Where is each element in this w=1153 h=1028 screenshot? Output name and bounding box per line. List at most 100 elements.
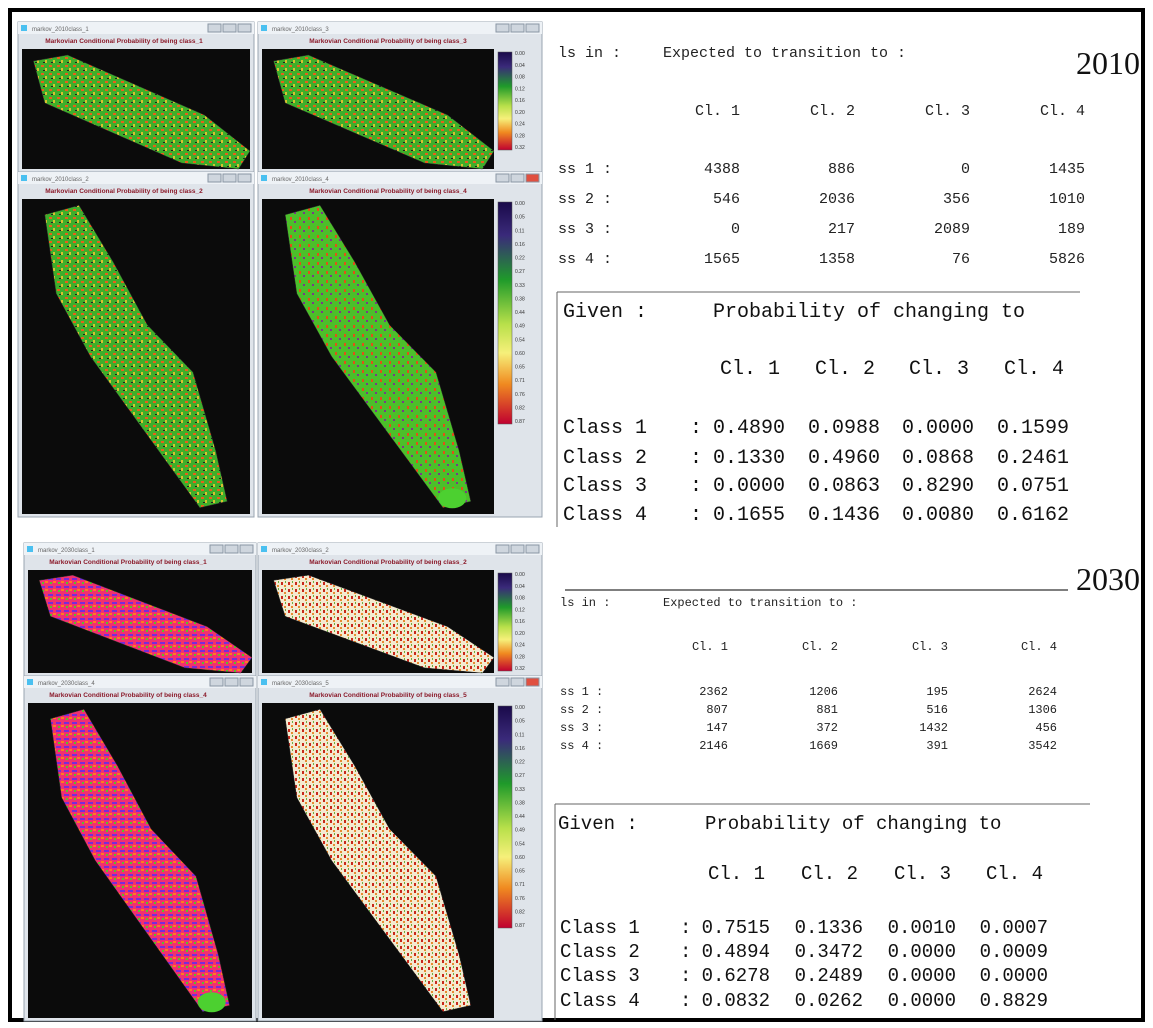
map-window: markov_2010class_3Markovian Conditional …	[258, 22, 542, 172]
cell: 0.0262	[795, 990, 863, 1012]
column-header: Cl. 3	[894, 863, 951, 885]
window-button[interactable]	[238, 174, 251, 182]
year-label: 2010	[1076, 45, 1140, 81]
window-button[interactable]	[225, 678, 238, 686]
row-label: Class 2	[560, 941, 640, 963]
legend-label: 0.87	[515, 923, 525, 929]
cell: 356	[943, 191, 970, 208]
window-button[interactable]	[240, 545, 253, 553]
table-title: Probability of changing to	[713, 301, 1025, 324]
map-heading: Markovian Conditional Probability of bei…	[309, 692, 467, 699]
cell: 0.1336	[795, 917, 863, 939]
cell: 0.2461	[997, 447, 1069, 470]
legend-label: 0.60	[515, 351, 525, 357]
row-label: ss 1 :	[558, 161, 612, 178]
legend-label: 0.28	[515, 654, 525, 660]
window-button[interactable]	[496, 174, 509, 182]
legend-label: 0.24	[515, 122, 525, 128]
row-header: Given :	[558, 813, 638, 835]
map-window: markov_2030class_1Markovian Conditional …	[24, 543, 256, 676]
cell: 456	[1035, 721, 1057, 735]
legend-label: 0.49	[515, 828, 525, 834]
cell: 516	[926, 703, 948, 717]
window-button[interactable]	[208, 174, 221, 182]
legend-label: 0.11	[515, 732, 525, 738]
column-header: Cl. 2	[815, 358, 875, 381]
row-label: ss 2 :	[560, 703, 603, 717]
window-icon	[261, 679, 267, 685]
window-button[interactable]	[223, 24, 236, 32]
legend-label: 0.22	[515, 760, 525, 766]
map-heading: Markovian Conditional Probability of bei…	[309, 188, 467, 195]
cell: 1669	[809, 739, 838, 753]
window-button[interactable]	[496, 545, 509, 553]
cell: 1435	[1049, 161, 1085, 178]
legend-label: 0.44	[515, 814, 525, 820]
window-button[interactable]	[210, 678, 223, 686]
window-button[interactable]	[240, 678, 253, 686]
expected-table: ls in :Expected to transition to :Cl. 1C…	[558, 45, 1085, 268]
legend-label: 0.32	[515, 145, 525, 151]
row-label: Class 4	[560, 990, 640, 1012]
legend-bar	[498, 573, 512, 671]
row-label: ss 3 :	[560, 721, 603, 735]
map-outlet	[438, 488, 466, 508]
window-button[interactable]	[238, 24, 251, 32]
legend-label: 0.12	[515, 607, 525, 613]
legend-label: 0.38	[515, 296, 525, 302]
legend-label: 0.00	[515, 51, 525, 57]
window-title: markov_2010class_2	[32, 177, 89, 183]
window-button[interactable]	[496, 678, 509, 686]
row-label: ss 4 :	[558, 251, 612, 268]
legend-label: 0.08	[515, 596, 525, 602]
legend-label: 0.20	[515, 110, 525, 116]
cell: 0.7515	[702, 917, 770, 939]
window-button[interactable]	[511, 24, 524, 32]
window-button[interactable]	[511, 678, 524, 686]
cell: 0.0863	[808, 475, 880, 498]
window-button[interactable]	[225, 545, 238, 553]
window-button[interactable]	[511, 174, 524, 182]
legend-label: 0.82	[515, 909, 525, 915]
cell: 807	[706, 703, 728, 717]
window-button[interactable]	[210, 545, 223, 553]
legend-label: 0.22	[515, 256, 525, 262]
window-button[interactable]	[526, 545, 539, 553]
legend-label: 0.32	[515, 666, 525, 672]
cell: 546	[713, 191, 740, 208]
cell: 0.0868	[902, 447, 974, 470]
legend-label: 0.65	[515, 365, 525, 371]
window-icon	[27, 546, 33, 552]
legend-label: 0.87	[515, 419, 525, 425]
column-header: Cl. 1	[692, 640, 728, 654]
window-icon	[21, 25, 27, 31]
cell: 2624	[1028, 685, 1057, 699]
cell: 2146	[699, 739, 728, 753]
window-title: markov_2030class_4	[38, 681, 95, 687]
legend-label: 0.16	[515, 619, 525, 625]
probability-table: Given :Probability of changing toCl. 1Cl…	[557, 292, 1080, 527]
map-heading: Markovian Conditional Probability of bei…	[49, 559, 207, 566]
window-title: markov_2010class_3	[272, 27, 329, 33]
window-button[interactable]	[511, 545, 524, 553]
cell: 881	[816, 703, 838, 717]
column-header: Cl. 4	[1021, 640, 1057, 654]
legend-label: 0.16	[515, 746, 525, 752]
figure: markov_2010class_1Markovian Conditional …	[0, 0, 1153, 1028]
window-button[interactable]	[496, 24, 509, 32]
row-header: ls in :	[560, 596, 610, 610]
window-button[interactable]	[526, 24, 539, 32]
legend-label: 0.24	[515, 643, 525, 649]
window-button[interactable]	[526, 174, 539, 182]
column-header: Cl. 2	[802, 640, 838, 654]
window-button[interactable]	[223, 174, 236, 182]
cell: 1358	[819, 251, 855, 268]
legend-label: 0.65	[515, 869, 525, 875]
cell: 2036	[819, 191, 855, 208]
window-button[interactable]	[526, 678, 539, 686]
column-header: Cl. 1	[695, 103, 740, 120]
cell: 0.2489	[795, 965, 863, 987]
window-button[interactable]	[208, 24, 221, 32]
